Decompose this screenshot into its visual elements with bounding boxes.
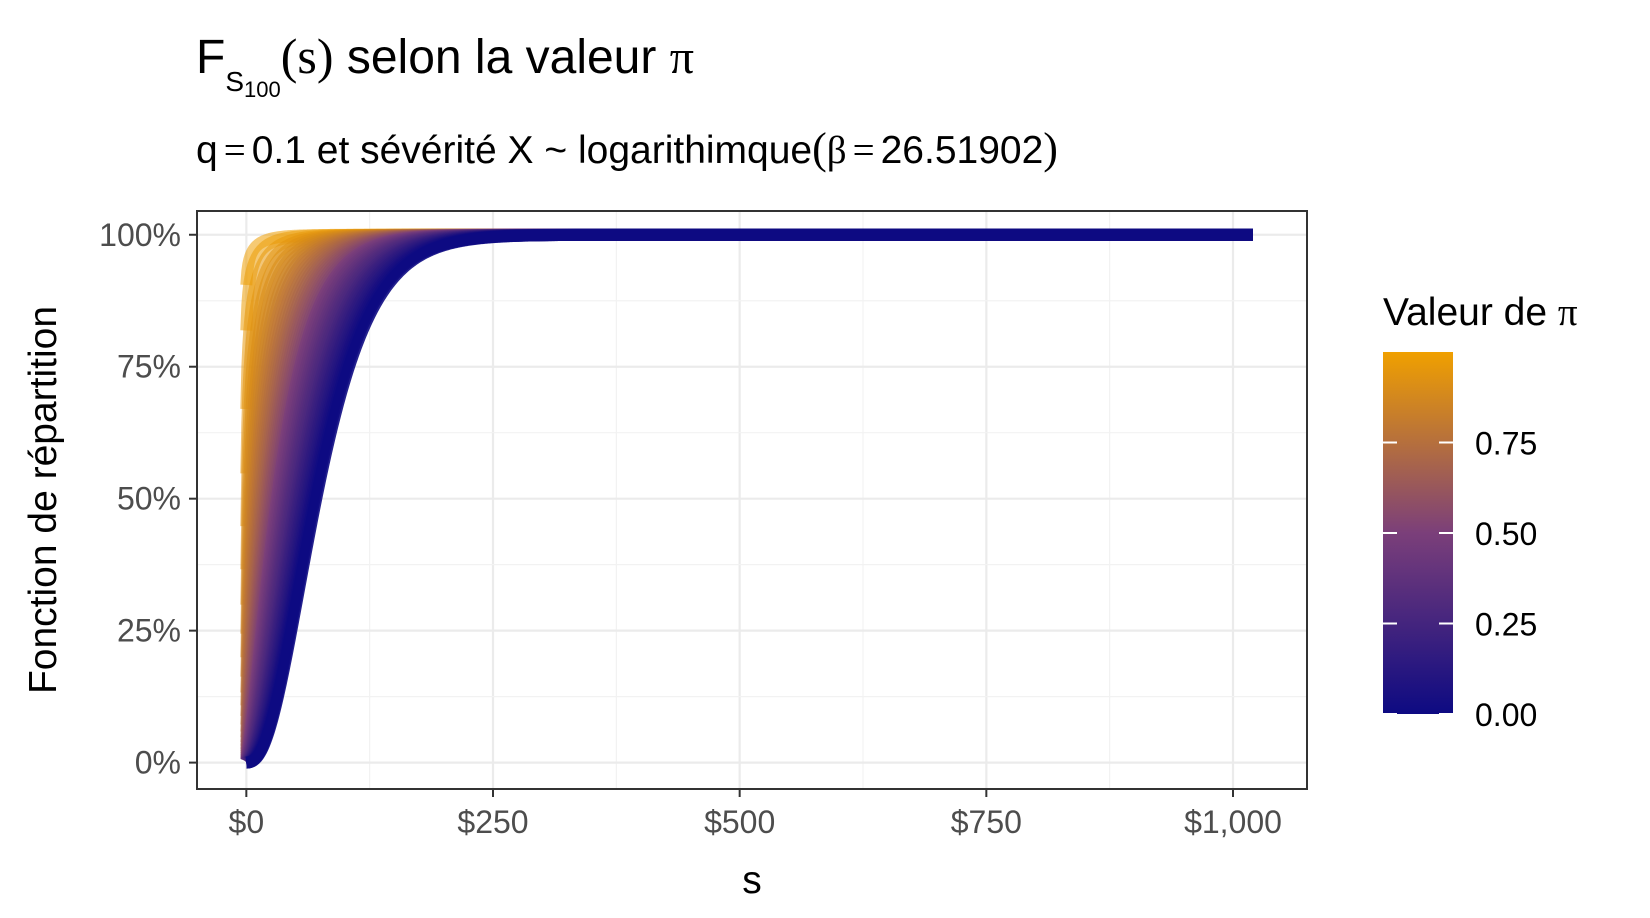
- plot-panel: [197, 211, 1307, 789]
- subtitle-q-label: q: [196, 129, 218, 172]
- subtitle-middle: et sévérité X ~ logarithimque: [306, 129, 812, 172]
- y-tick-label: 50%: [117, 481, 181, 517]
- y-tick-label: 75%: [117, 349, 181, 385]
- subtitle-equals-1: =: [224, 129, 246, 172]
- title-argument: (s): [281, 28, 334, 84]
- subtitle-equals-2: =: [853, 129, 875, 172]
- legend-ticks: 0.00 0.25 0.50 0.75: [1383, 426, 1537, 733]
- title-symbol: π: [670, 31, 694, 84]
- x-axis-title: s: [742, 859, 762, 902]
- legend: Valeur de π 0.00 0.25 0.50 0.75: [1383, 291, 1578, 733]
- legend-tick-label: 0.00: [1475, 697, 1537, 733]
- y-tick-label: 100%: [99, 217, 181, 253]
- y-tick-label: 0%: [135, 745, 181, 781]
- cdf-curve: [241, 228, 1258, 769]
- x-tick-label: $0: [229, 804, 265, 840]
- subtitle-q-value: 0.1: [252, 129, 306, 172]
- legend-title: Valeur de π: [1383, 291, 1578, 334]
- subtitle-open-paren: (: [812, 124, 827, 173]
- legend-tick-label: 0.25: [1475, 607, 1537, 643]
- legend-title-text: Valeur de: [1383, 291, 1558, 334]
- subtitle-beta: β: [827, 129, 847, 172]
- plot-border: [196, 210, 1308, 790]
- y-axis: 0% 25% 50% 75% 100%: [99, 217, 197, 781]
- title-prefix: F: [196, 31, 225, 84]
- x-tick-label: $750: [951, 804, 1022, 840]
- legend-tick-label: 0.75: [1475, 426, 1537, 462]
- subtitle-close-paren: ): [1043, 124, 1058, 173]
- x-tick-label: $250: [457, 804, 528, 840]
- legend-title-symbol: π: [1558, 291, 1578, 334]
- grid: [197, 211, 1307, 789]
- curves: [240, 228, 1258, 769]
- x-tick-label: $500: [704, 804, 775, 840]
- chart-title: FS100(s) selon la valeur π: [196, 28, 694, 102]
- chart-subtitle: q = 0.1 et sévérité X ~ logarithimque(β = 26…: [196, 124, 1058, 173]
- y-axis-title: Fonction de répartition: [22, 306, 65, 694]
- legend-tick-label: 0.50: [1475, 516, 1537, 552]
- x-axis: $0 $250 $500 $750 $1,000: [229, 789, 1282, 840]
- x-tick-label: $1,000: [1184, 804, 1282, 840]
- title-subscript-index: 100: [244, 77, 281, 102]
- subtitle-beta-value: 26.51902: [881, 129, 1044, 172]
- title-subscript-main: S: [225, 66, 244, 97]
- title-suffix: selon la valeur: [334, 31, 670, 84]
- y-tick-label: 25%: [117, 613, 181, 649]
